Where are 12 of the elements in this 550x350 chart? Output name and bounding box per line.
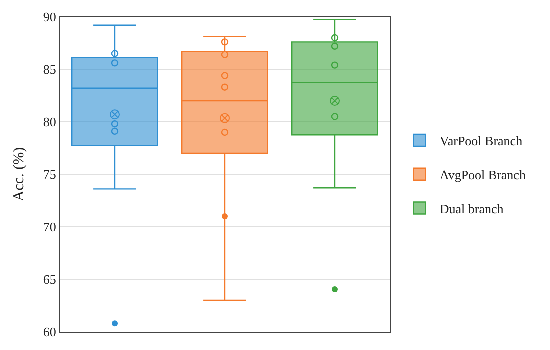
y-tick-label: 60 — [43, 324, 56, 340]
legend-label: Dual branch — [440, 201, 504, 216]
legend-label: AvgPool Branch — [440, 167, 526, 182]
y-tick-label: 65 — [43, 272, 56, 288]
y-tick-label: 90 — [43, 10, 56, 25]
y-axis-title: Acc. (%) — [12, 147, 28, 202]
y-tick-label: 80 — [43, 114, 56, 130]
y-tick-label: 75 — [43, 167, 56, 182]
y-tick-label: 85 — [43, 62, 56, 78]
legend-label: VarPool Branch — [440, 134, 524, 149]
point — [221, 128, 229, 136]
y-tick-label: 70 — [43, 220, 56, 235]
